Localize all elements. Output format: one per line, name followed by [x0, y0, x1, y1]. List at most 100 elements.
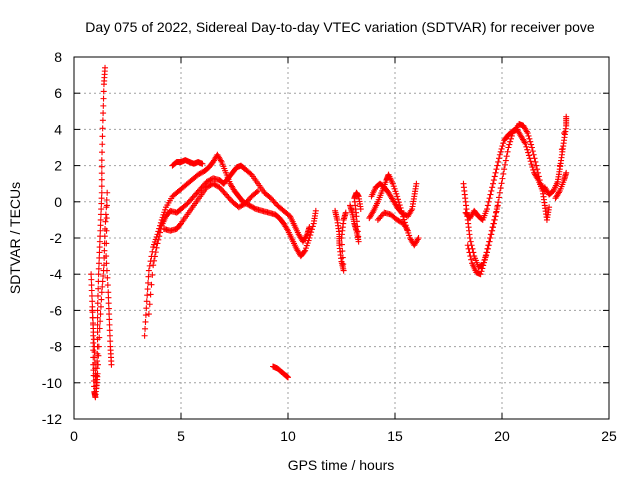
- data-point: [193, 190, 200, 197]
- data-point: [102, 64, 109, 71]
- data-point: [94, 370, 101, 377]
- data-point: [249, 203, 256, 210]
- data-point: [105, 300, 112, 307]
- y-axis-label: SDTVAR / TECUs: [7, 182, 23, 294]
- data-point: [105, 294, 112, 301]
- data-point: [90, 339, 97, 346]
- data-point: [355, 238, 362, 245]
- data-point: [210, 180, 217, 187]
- data-point: [141, 332, 148, 339]
- data-point: [380, 211, 387, 218]
- data-point: [91, 349, 98, 356]
- data-point: [98, 189, 105, 196]
- data-point: [94, 361, 101, 368]
- data-points: [88, 64, 570, 401]
- data-point: [505, 144, 512, 151]
- series-mid-cluster-a: [332, 207, 349, 274]
- data-point: [101, 247, 108, 254]
- data-point: [527, 158, 534, 165]
- data-point: [526, 155, 533, 162]
- data-point: [499, 175, 506, 182]
- data-point: [151, 257, 158, 264]
- data-point: [525, 132, 532, 139]
- data-point: [206, 177, 213, 184]
- data-point: [481, 259, 488, 266]
- data-point: [199, 183, 206, 190]
- data-point: [269, 196, 276, 203]
- data-point: [95, 352, 102, 359]
- data-point: [145, 273, 152, 280]
- data-point: [103, 267, 110, 274]
- data-point: [522, 140, 529, 147]
- data-point: [303, 232, 310, 239]
- data-point: [394, 196, 401, 203]
- data-point: [197, 186, 204, 193]
- data-point: [496, 194, 503, 201]
- data-point: [493, 206, 500, 213]
- data-point: [415, 235, 422, 241]
- data-point: [103, 202, 110, 209]
- data-point: [395, 199, 402, 206]
- data-point: [480, 262, 487, 269]
- data-point: [487, 231, 494, 238]
- data-point: [106, 321, 113, 328]
- data-point: [238, 202, 245, 209]
- series-plateau: [169, 157, 206, 169]
- data-point: [524, 146, 531, 153]
- data-point: [103, 240, 110, 247]
- data-point: [556, 162, 563, 169]
- data-point: [207, 176, 214, 183]
- data-point: [253, 189, 260, 196]
- data-point: [485, 198, 492, 205]
- series-early-cluster-b: [89, 189, 115, 392]
- data-point: [103, 260, 110, 267]
- data-point: [247, 170, 254, 177]
- data-point: [497, 185, 504, 192]
- series-arc-6: [374, 209, 411, 234]
- data-point: [467, 253, 474, 260]
- series-arc-2: [145, 162, 268, 318]
- data-point: [155, 236, 162, 243]
- y-tick-label: -12: [42, 411, 62, 427]
- data-point: [88, 271, 95, 278]
- data-point: [523, 143, 530, 150]
- data-point: [221, 190, 228, 197]
- data-point: [486, 238, 493, 245]
- data-point: [97, 318, 104, 325]
- data-point: [97, 227, 104, 234]
- data-point: [95, 285, 102, 292]
- data-point: [154, 240, 161, 247]
- data-point: [203, 184, 210, 191]
- data-point: [99, 125, 106, 132]
- data-point: [99, 141, 106, 148]
- data-point: [534, 166, 541, 173]
- data-point: [532, 158, 539, 165]
- data-point: [490, 177, 497, 184]
- y-tick-label: -6: [50, 302, 63, 318]
- data-point: [267, 195, 274, 202]
- data-point: [145, 267, 152, 274]
- data-point: [196, 170, 203, 177]
- data-point: [491, 173, 498, 180]
- data-point: [399, 210, 406, 217]
- data-point: [482, 253, 489, 260]
- data-point: [488, 187, 495, 194]
- data-point: [94, 292, 101, 299]
- data-point: [489, 224, 496, 231]
- data-point: [100, 95, 107, 102]
- data-point: [96, 325, 103, 332]
- data-point: [478, 268, 485, 275]
- data-point: [394, 193, 401, 200]
- x-tick-label: 10: [280, 428, 296, 444]
- data-point: [246, 196, 253, 203]
- data-point: [185, 199, 192, 206]
- data-point: [506, 141, 513, 148]
- data-point: [306, 224, 313, 231]
- data-point: [195, 187, 202, 194]
- data-point: [239, 202, 246, 209]
- data-point: [484, 245, 491, 252]
- data-point: [195, 171, 202, 178]
- data-point: [100, 110, 107, 117]
- data-point: [105, 289, 112, 296]
